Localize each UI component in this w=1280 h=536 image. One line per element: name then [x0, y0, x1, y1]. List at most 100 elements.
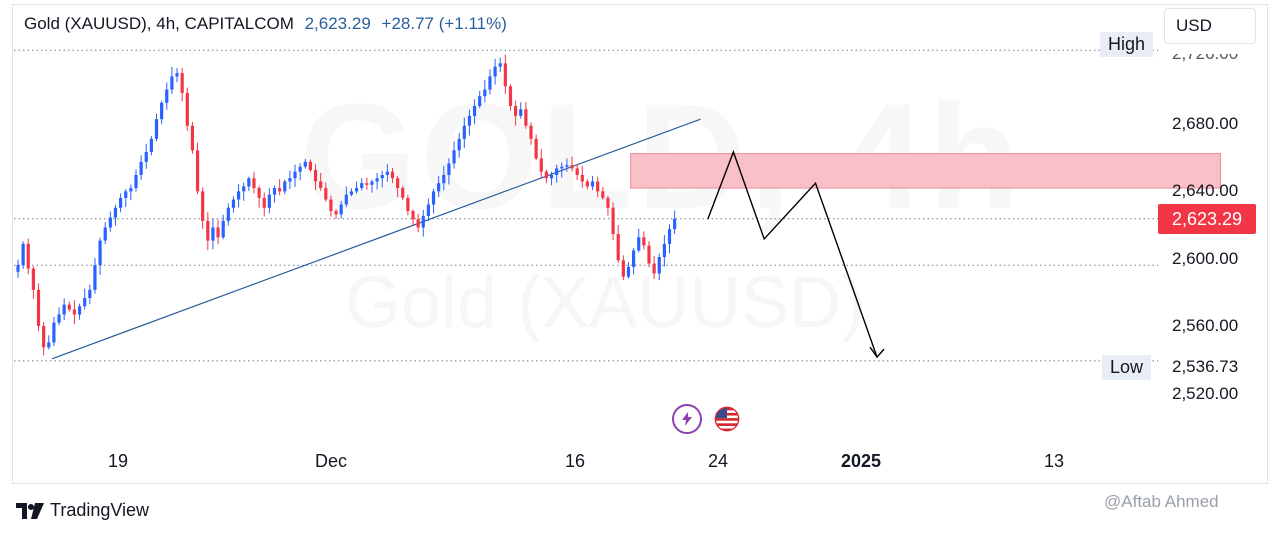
- candle-body: [447, 163, 451, 175]
- candle-body: [98, 240, 102, 266]
- resistance-zone: [630, 153, 1222, 189]
- candle-body: [662, 243, 666, 258]
- candle-body: [647, 245, 651, 264]
- candle-body: [211, 227, 215, 241]
- candle-body: [467, 115, 472, 126]
- candle-body: [524, 109, 528, 126]
- high-value: 2,726.00: [1172, 44, 1239, 63]
- header-change: +28.77 (+1.11%): [381, 14, 507, 33]
- candle-body: [165, 89, 169, 103]
- candle-body: [401, 188, 405, 198]
- resistance-zone-rect: [630, 153, 1222, 189]
- candle-body: [26, 243, 30, 269]
- watermark-name: Gold (XAUUSD): [345, 262, 865, 344]
- dotted-levels: [14, 49, 1158, 362]
- candle-body: [139, 161, 143, 175]
- candle-body: [642, 237, 646, 246]
- candle-body: [108, 217, 112, 228]
- candle-body: [360, 183, 364, 189]
- candle-body: [478, 96, 482, 107]
- candle-body: [47, 342, 51, 348]
- candle-body: [134, 174, 138, 189]
- lightning-icon[interactable]: [672, 404, 702, 434]
- candle-body: [519, 109, 523, 116]
- candle-body: [339, 204, 343, 215]
- candle-body: [293, 171, 297, 179]
- author-credit: @Aftab Ahmed: [1104, 492, 1219, 511]
- candle-body: [21, 243, 25, 266]
- candles: [16, 54, 677, 356]
- candle-body: [385, 171, 389, 175]
- candle-body: [93, 265, 97, 290]
- candle-body: [380, 174, 384, 179]
- candle-body: [442, 174, 446, 184]
- x-tick-label: 16: [565, 451, 586, 471]
- x-tick-label: 2025: [841, 451, 882, 471]
- candle-body: [365, 183, 369, 185]
- candle-body: [349, 191, 354, 195]
- candle-body: [262, 197, 266, 208]
- candle-body: [431, 191, 436, 205]
- candle-body: [529, 125, 533, 139]
- candle-body: [272, 188, 277, 195]
- candle-body: [616, 234, 620, 261]
- candle-body: [42, 325, 46, 348]
- x-tick-label: 19: [108, 451, 129, 471]
- candle-body: [72, 309, 77, 315]
- candle-body: [596, 181, 600, 192]
- candle-body: [621, 260, 625, 277]
- y-tick-label: 2,640.00: [1172, 181, 1239, 200]
- y-tick-label: 2,680.00: [1172, 114, 1239, 133]
- currency-button[interactable]: USD: [1164, 8, 1256, 44]
- y-tick-label: 2,600.00: [1172, 249, 1239, 268]
- candle-body: [319, 181, 323, 189]
- candle-body: [514, 106, 518, 116]
- tradingview-logo[interactable]: TradingView: [16, 500, 149, 521]
- chart-header: Gold (XAUUSD), 4h, CAPITALCOM 2,623.29 +…: [24, 14, 507, 34]
- candle-body: [637, 237, 641, 251]
- candle-body: [170, 76, 174, 90]
- candle-body: [242, 186, 246, 192]
- candle-body: [216, 227, 220, 238]
- candle-body: [426, 204, 430, 216]
- candle-body: [252, 178, 256, 189]
- candle-body: [236, 191, 241, 200]
- trendline-segment: [51, 118, 701, 360]
- candle-body: [31, 268, 35, 290]
- candle-body: [36, 289, 41, 326]
- candle-body: [231, 199, 236, 208]
- candle-body: [267, 194, 271, 208]
- candle-body: [493, 66, 497, 77]
- low-label: Low: [1102, 355, 1152, 380]
- candle-body: [585, 181, 590, 187]
- forecast-arrowhead: [869, 346, 885, 359]
- candle-body: [88, 289, 92, 299]
- candle-body: [370, 181, 374, 185]
- candle-body: [324, 188, 328, 200]
- candle-body: [421, 215, 425, 228]
- symbol-title: Gold (XAUUSD), 4h, CAPITALCOM: [24, 14, 294, 33]
- candle-body: [375, 178, 379, 182]
- candle-body: [590, 181, 595, 187]
- candle-body: [283, 181, 287, 192]
- candle-body: [606, 197, 610, 208]
- candle-body: [303, 161, 307, 167]
- x-tick-label: Dec: [315, 451, 348, 471]
- candle-body: [652, 263, 656, 274]
- candle-body: [632, 250, 636, 267]
- candle-body: [539, 158, 543, 172]
- candle-body: [457, 138, 461, 151]
- y-tick-label: 2,520.00: [1172, 384, 1239, 403]
- us-flag-icon[interactable]: [712, 404, 742, 434]
- candle-body: [77, 306, 82, 315]
- candle-body: [16, 265, 20, 272]
- candle-body: [354, 188, 359, 192]
- candle-body: [113, 207, 118, 218]
- candle-body: [83, 298, 87, 307]
- candle-body: [195, 150, 200, 192]
- candle-body: [278, 188, 282, 192]
- header-price: 2,623.29: [304, 14, 371, 33]
- candle-body: [149, 138, 153, 152]
- candle-body: [411, 211, 415, 220]
